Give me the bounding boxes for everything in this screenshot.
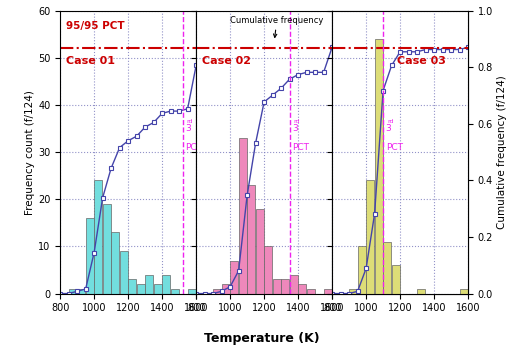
Bar	[307, 289, 315, 294]
Text: rd: rd	[388, 119, 394, 124]
Text: Cumulative frequency: Cumulative frequency	[230, 15, 324, 37]
Text: PCT: PCT	[385, 143, 403, 152]
Bar	[86, 218, 94, 294]
Bar	[375, 39, 383, 294]
Text: 3: 3	[185, 124, 191, 133]
Bar	[137, 284, 145, 294]
Bar	[213, 289, 221, 294]
Bar	[171, 289, 179, 294]
Bar	[281, 279, 289, 294]
Text: PCT: PCT	[185, 143, 202, 152]
Bar	[265, 246, 272, 294]
Bar	[222, 284, 230, 294]
Bar	[120, 251, 128, 294]
Bar	[460, 289, 468, 294]
Bar	[349, 289, 357, 294]
Text: Case 03: Case 03	[397, 56, 446, 66]
Bar	[129, 279, 137, 294]
Bar	[154, 284, 162, 294]
Bar	[358, 246, 366, 294]
Bar	[77, 289, 85, 294]
Bar	[324, 289, 332, 294]
Bar	[111, 232, 119, 294]
Bar	[247, 185, 255, 294]
Text: PCT: PCT	[292, 143, 309, 152]
Text: 95/95 PCT: 95/95 PCT	[65, 21, 124, 31]
Bar	[231, 261, 238, 294]
Bar	[273, 279, 281, 294]
Text: rd: rd	[294, 119, 300, 124]
Bar	[69, 289, 77, 294]
Y-axis label: Cumulative frequency (f/124): Cumulative frequency (f/124)	[497, 75, 507, 229]
Bar	[417, 289, 425, 294]
Bar	[290, 275, 298, 294]
Text: Temperature (K): Temperature (K)	[203, 332, 320, 345]
Bar	[145, 275, 153, 294]
Bar	[103, 204, 111, 294]
Bar	[383, 242, 391, 294]
Bar	[163, 275, 170, 294]
Bar	[256, 209, 264, 294]
Text: rd: rd	[187, 119, 194, 124]
Y-axis label: Frequency count (f/124): Frequency count (f/124)	[25, 90, 35, 214]
Text: 3: 3	[292, 124, 298, 133]
Bar	[392, 265, 400, 294]
Bar	[239, 138, 247, 294]
Bar	[188, 289, 196, 294]
Text: 3: 3	[385, 124, 391, 133]
Bar	[299, 284, 306, 294]
Bar	[367, 180, 374, 294]
Text: Case 02: Case 02	[201, 56, 251, 66]
Bar	[95, 180, 103, 294]
Text: Case 01: Case 01	[65, 56, 115, 66]
